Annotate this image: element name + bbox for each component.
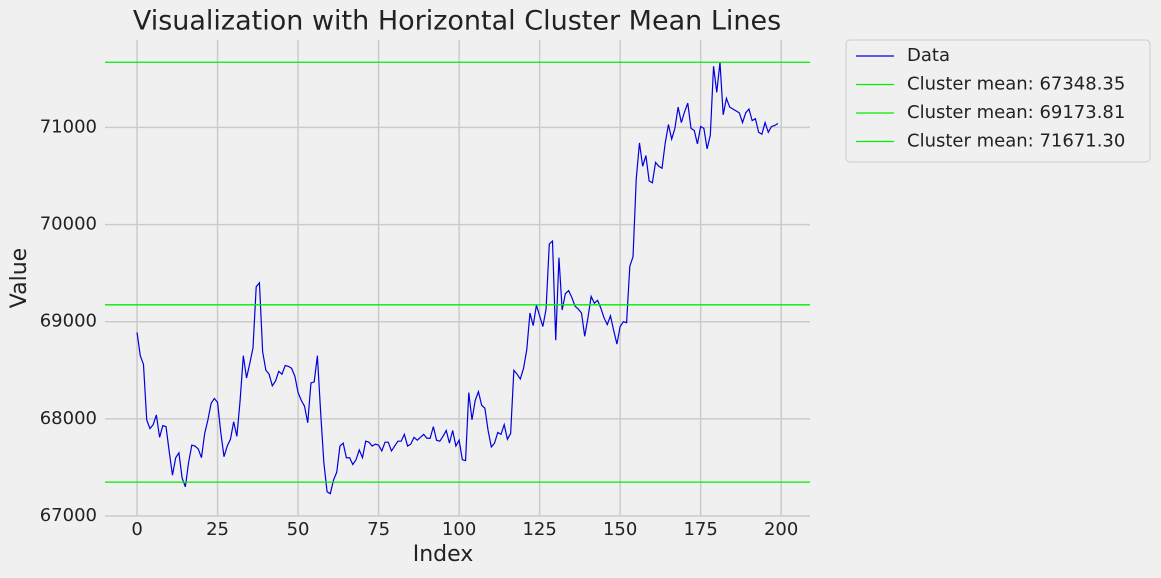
x-tick-label: 125 [522,519,556,540]
x-tick-label: 100 [442,519,476,540]
x-tick-label: 25 [206,519,229,540]
legend-label: Cluster mean: 71671.30 [907,131,1125,152]
x-tick-label: 175 [683,519,717,540]
legend-label: Cluster mean: 67348.35 [907,74,1125,95]
y-tick-label: 70000 [40,214,97,235]
legend-box [845,39,1151,163]
y-axis-label: Value [7,248,32,308]
legend-label: Data [907,45,950,66]
y-tick-label: 67000 [40,505,97,526]
y-tick-label: 68000 [40,408,97,429]
y-tick-label: 69000 [40,311,97,332]
chart-title: Visualization with Horizontal Cluster Me… [133,6,781,37]
x-tick-label: 150 [603,519,637,540]
x-tick-label: 75 [367,519,390,540]
x-axis-label: Index [413,542,474,567]
x-tick-label: 200 [764,519,798,540]
y-tick-label: 71000 [40,116,97,137]
x-tick-label: 50 [287,519,310,540]
data-line [136,62,779,495]
x-tick-label: 0 [131,519,142,540]
legend-label: Cluster mean: 69173.81 [907,102,1125,123]
